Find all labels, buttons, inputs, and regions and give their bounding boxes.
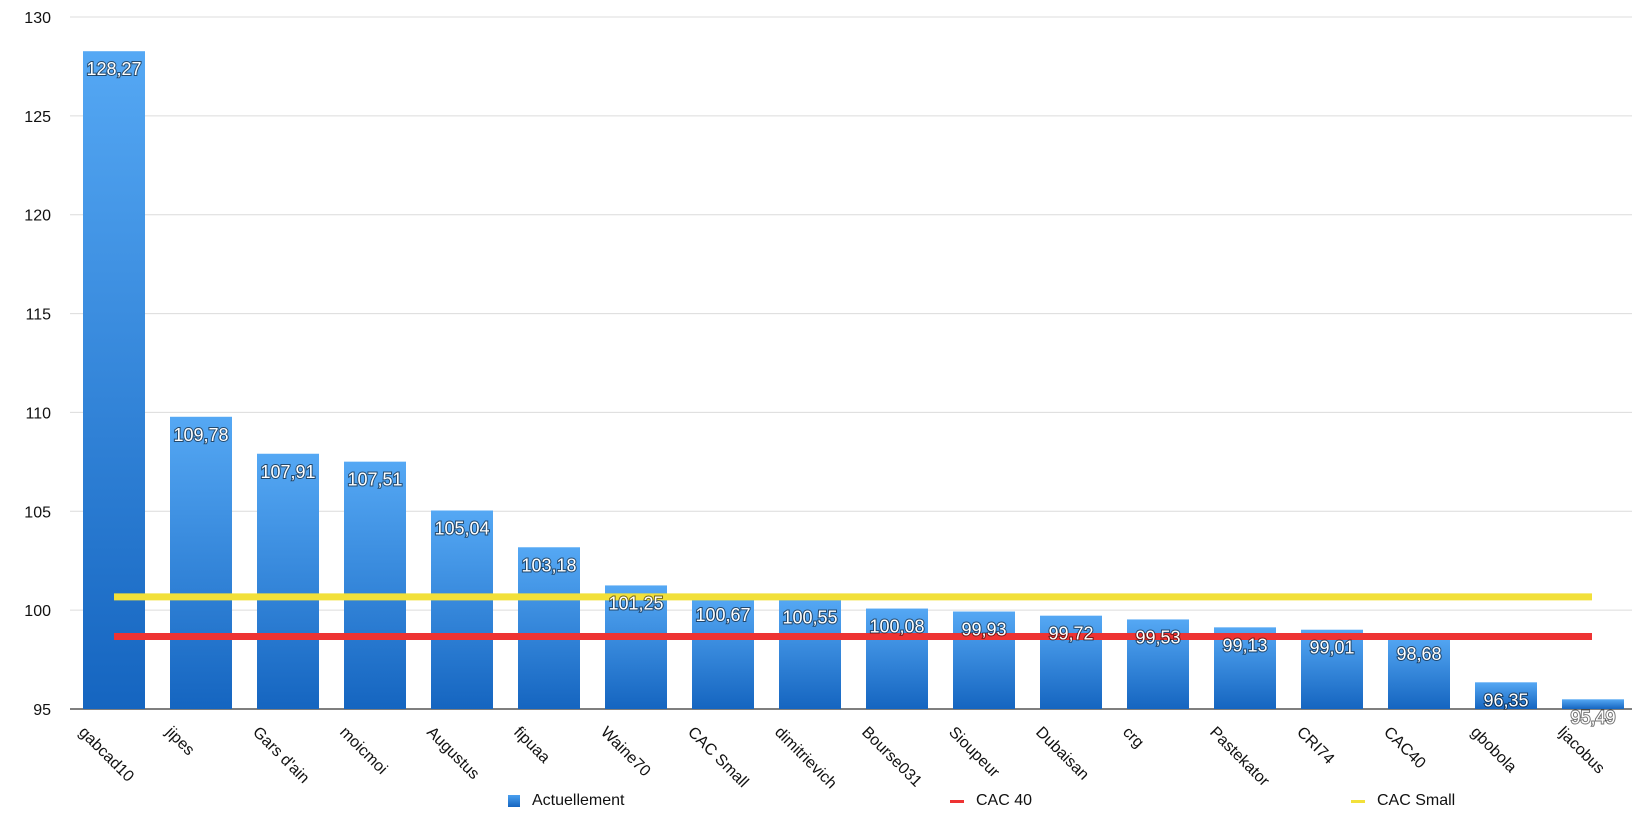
data-label: 99,93 (961, 620, 1006, 640)
x-tick-label: ljacobus (1554, 724, 1608, 778)
x-tick-label: gbobola (1467, 724, 1519, 776)
bar (692, 596, 754, 709)
grid-lines (70, 16, 1632, 710)
data-label: 96,35 (1483, 690, 1528, 710)
x-tick-label: jipes (161, 723, 197, 759)
y-tick-label: 110 (25, 405, 51, 422)
y-tick-label: 125 (24, 109, 51, 126)
y-tick-label: 105 (24, 504, 51, 521)
data-label: 99,53 (1135, 627, 1180, 647)
legend-label: CAC 40 (976, 792, 1033, 809)
y-tick-label: 130 (24, 10, 51, 27)
data-label: 98,68 (1396, 644, 1441, 664)
bar (1475, 682, 1537, 709)
y-tick-label: 115 (25, 307, 51, 324)
y-tick-label: 120 (24, 208, 51, 225)
data-label: 95,49 (1570, 707, 1615, 727)
bar (605, 585, 667, 709)
x-tick-label: Bourse031 (858, 724, 925, 791)
data-label: 99,72 (1048, 624, 1093, 644)
x-tick-label: moicmoi (336, 724, 390, 778)
data-label: 103,18 (521, 555, 576, 575)
x-tick-label: CAC Small (684, 724, 751, 791)
legend-label: Actuellement (532, 792, 625, 809)
bar (518, 547, 580, 709)
legend-swatch-bar (508, 795, 520, 807)
data-label: 109,78 (173, 425, 228, 445)
x-tick-label: fipuaa (510, 724, 553, 767)
data-label: 100,55 (782, 607, 837, 627)
data-label: 107,91 (260, 462, 315, 482)
bar (1214, 627, 1276, 709)
x-tick-label: Waine70 (597, 724, 653, 780)
data-label: 128,27 (86, 59, 141, 79)
y-axis-ticks: 95 100 105 110 115 120 125 130 (24, 10, 51, 719)
legend: Actuellement CAC 40 CAC Small (0, 792, 1632, 816)
data-label: 101,25 (608, 593, 663, 613)
bar (1040, 615, 1102, 709)
bar (1388, 636, 1450, 709)
bar (779, 599, 841, 709)
legend-swatch-line (1351, 799, 1365, 803)
x-tick-label: CAC40 (1380, 724, 1429, 773)
x-tick-label: Gars d'ain (249, 724, 312, 787)
data-label: 99,13 (1222, 635, 1267, 655)
data-label: 100,08 (869, 617, 924, 637)
data-label: 107,51 (347, 470, 402, 490)
legend-item-cac40: CAC 40 (950, 792, 1032, 810)
x-tick-label: crg (1119, 724, 1147, 752)
bar (257, 453, 319, 709)
x-tick-label: Dubaisan (1032, 724, 1092, 784)
bar (1301, 629, 1363, 709)
x-axis-ticks: gabcad10 jipes Gars d'ain moicmoi Augustus fi… (75, 723, 1608, 792)
bar (866, 608, 928, 709)
x-tick-label: Augustus (423, 724, 482, 783)
bar-series (83, 51, 1624, 709)
legend-label: CAC Small (1377, 792, 1456, 809)
bar (1562, 699, 1624, 709)
bar (170, 416, 232, 709)
bar (83, 51, 145, 709)
x-tick-label: CRI74 (1293, 724, 1337, 768)
data-labels: 128,27 109,78 107,91 107,51 105,04 103,18 101,… (85, 58, 1616, 728)
data-label: 99,01 (1309, 638, 1354, 658)
x-tick-label: Sioupeur (945, 724, 1003, 782)
bar (953, 611, 1015, 709)
legend-swatch-line (950, 799, 964, 803)
bar (431, 510, 493, 709)
legend-item-cac-small: CAC Small (1351, 792, 1455, 810)
y-tick-label: 95 (33, 702, 51, 719)
y-tick-label: 100 (24, 603, 51, 620)
x-tick-label: dimitrievich (771, 724, 840, 793)
bar (344, 461, 406, 709)
data-label: 100,67 (695, 605, 750, 625)
x-tick-label: gabcad10 (75, 724, 137, 786)
x-tick-label: Pastekator (1206, 724, 1273, 791)
legend-item-actuellement: Actuellement (508, 792, 625, 810)
reference-lines (114, 593, 1592, 640)
data-label: 105,04 (434, 518, 489, 538)
